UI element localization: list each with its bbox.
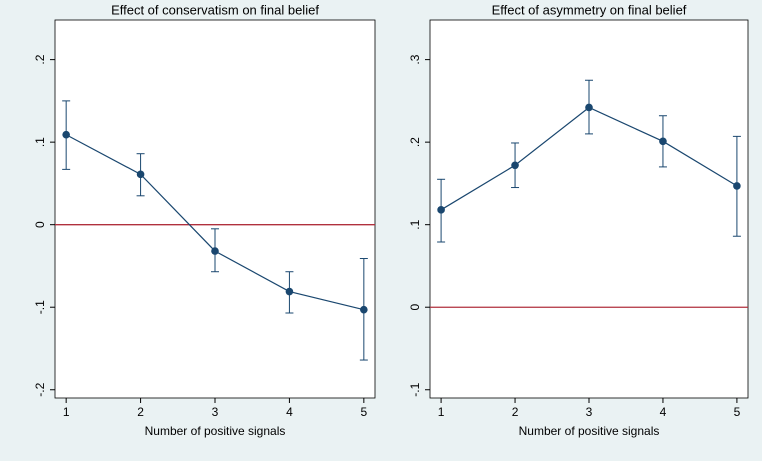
y-tick-label: .1 [408,219,422,229]
plot-area [54,19,376,399]
x-tick-label: 3 [212,405,219,419]
x-tick-label: 2 [137,405,144,419]
y-tick-label: .3 [408,54,422,64]
y-tick-label: 0 [408,304,422,311]
plot-area [429,19,749,399]
x-axis-label: Number of positive signals [145,424,286,438]
point [211,247,219,255]
point [285,287,294,296]
x-tick-label: 3 [586,405,593,419]
y-tick-label: -.1 [408,382,422,396]
y-tick-label: .2 [33,54,47,64]
x-tick-label: 4 [660,405,667,419]
x-tick-label: 2 [512,405,519,419]
point [585,103,593,112]
x-tick-label: 4 [286,405,293,419]
point [733,182,741,190]
y-tick-label: .2 [408,137,422,147]
chart-title: Effect of conservatism on final belief [111,2,319,17]
y-tick-label: -.1 [33,300,47,314]
x-axis-label: Number of positive signals [519,424,660,438]
x-tick-label: 1 [63,405,70,419]
point [659,137,667,146]
chart-title: Effect of asymmetry on final belief [492,2,687,17]
point [511,161,519,170]
point [437,206,445,214]
y-tick-label: .1 [33,137,47,147]
x-tick-label: 5 [360,405,367,419]
point [360,305,368,314]
y-tick-label: -.2 [33,382,47,396]
point [62,130,70,139]
x-tick-label: 1 [438,405,445,419]
point [136,170,145,179]
y-tick-label: 0 [33,221,47,228]
x-tick-label: 5 [734,405,741,419]
